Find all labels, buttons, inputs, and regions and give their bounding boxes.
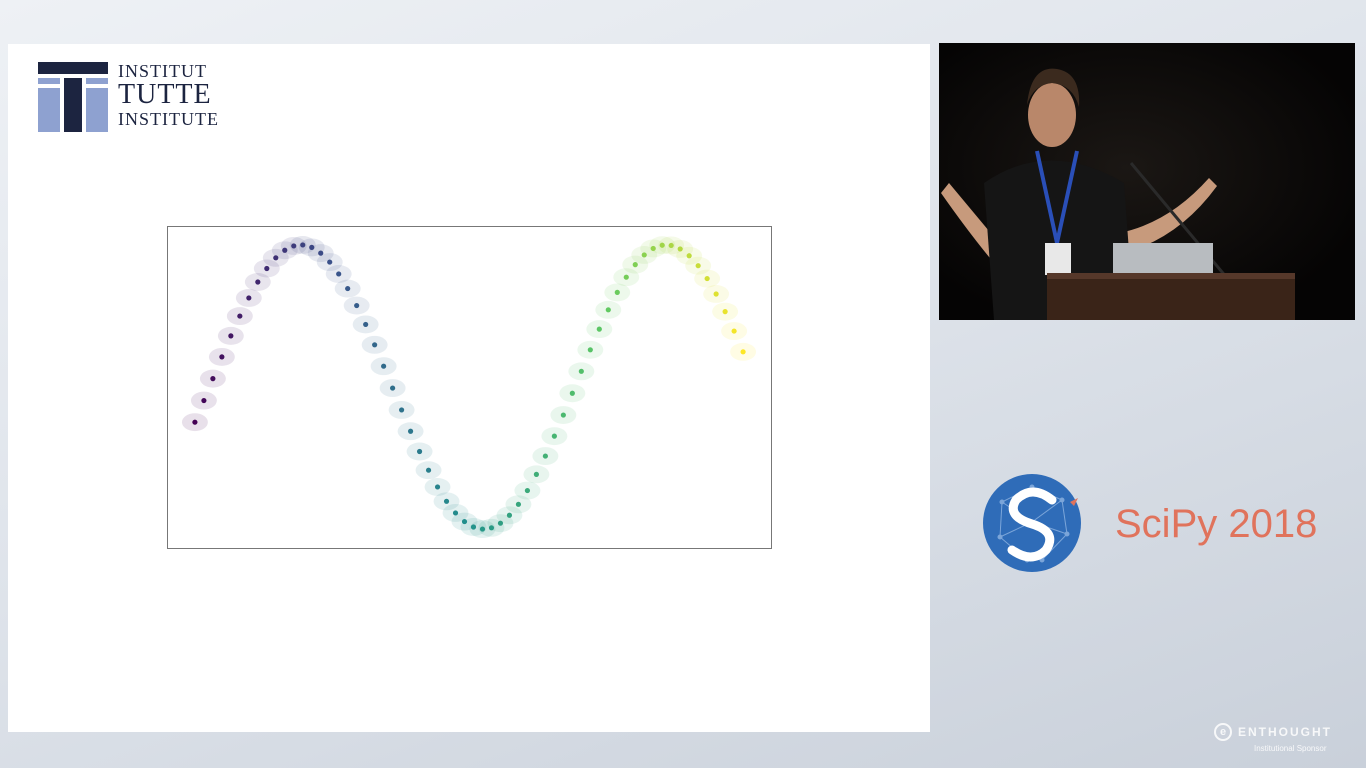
sponsor-name: ENTHOUGHT bbox=[1238, 725, 1332, 739]
scatter-point bbox=[713, 291, 719, 297]
scatter-point bbox=[587, 347, 593, 353]
sponsor-subtitle: Institutional Sponsor bbox=[1254, 744, 1327, 753]
scatter-point bbox=[623, 274, 629, 280]
scatter-point bbox=[731, 328, 737, 334]
scatter-point bbox=[542, 453, 548, 459]
scatter-point bbox=[695, 263, 701, 269]
scatter-point bbox=[219, 354, 225, 360]
scatter-point bbox=[515, 501, 522, 507]
scatter-point bbox=[228, 333, 234, 339]
scatter-point bbox=[237, 313, 243, 319]
tutte-logo-icon bbox=[38, 62, 108, 132]
scatter-point bbox=[551, 433, 557, 439]
scatter-point bbox=[318, 250, 324, 256]
scatter-point bbox=[740, 349, 746, 355]
logo-line-2: TUTTE bbox=[118, 79, 212, 110]
scatter-point bbox=[533, 471, 539, 477]
scatter-point bbox=[201, 397, 207, 404]
logo-line-3: INSTITUTE bbox=[118, 109, 219, 129]
scatter-point bbox=[560, 412, 566, 418]
presentation-slide: INSTITUT TUTTE INSTITUTE bbox=[8, 44, 930, 732]
speaker-video bbox=[939, 43, 1355, 320]
scatter-point bbox=[596, 326, 602, 332]
scatter-point bbox=[372, 342, 378, 348]
scatter-point bbox=[363, 321, 369, 328]
scatter-point bbox=[425, 467, 432, 473]
scatter-point bbox=[246, 295, 252, 301]
scatter-point bbox=[470, 524, 477, 530]
scatter-point bbox=[479, 526, 486, 532]
conference-name: SciPy 2018 bbox=[1115, 502, 1318, 546]
scatter-plot-canvas bbox=[181, 236, 757, 539]
scatter-point bbox=[210, 376, 216, 382]
scatter-point bbox=[704, 275, 710, 282]
scatter-point bbox=[722, 309, 728, 315]
scatter-point bbox=[443, 498, 450, 504]
sponsor-badge: e ENTHOUGHT Institutional Sponsor bbox=[1214, 722, 1354, 758]
speaker-camera-icon bbox=[939, 43, 1355, 320]
scatter-point bbox=[345, 285, 351, 292]
scatter-point bbox=[569, 390, 575, 396]
scatter-point bbox=[390, 385, 396, 391]
scatter-point bbox=[291, 243, 297, 249]
scipy-branding: SciPy 2018 bbox=[982, 472, 1342, 574]
scatter-point bbox=[192, 419, 198, 425]
scatter-point bbox=[255, 279, 261, 285]
scatter-point bbox=[668, 242, 674, 248]
scatter-point bbox=[416, 448, 423, 455]
scatter-point bbox=[264, 265, 270, 272]
scatter-point bbox=[506, 512, 513, 518]
scatter-point bbox=[641, 252, 647, 258]
scatter-plot bbox=[167, 226, 772, 549]
logo-line-1: INSTITUT bbox=[118, 61, 207, 81]
scatter-point bbox=[524, 487, 531, 494]
scatter-point bbox=[650, 245, 656, 252]
scatter-point bbox=[309, 244, 315, 250]
scatter-point bbox=[273, 255, 279, 261]
enthought-icon: e bbox=[1214, 723, 1232, 741]
scatter-point bbox=[659, 242, 665, 248]
scatter-point bbox=[354, 302, 360, 309]
scatter-point bbox=[407, 428, 414, 434]
logo-wordmark: INSTITUT TUTTE INSTITUTE bbox=[118, 62, 219, 128]
scatter-point bbox=[614, 289, 620, 295]
scatter-point bbox=[632, 262, 638, 268]
scatter-point bbox=[300, 242, 306, 248]
scatter-point bbox=[327, 259, 333, 265]
scatter-point bbox=[282, 247, 288, 253]
scatter-point bbox=[578, 368, 584, 374]
scatter-point bbox=[686, 253, 692, 259]
scatter-point bbox=[497, 520, 504, 526]
scatter-point bbox=[434, 484, 441, 490]
scatter-point bbox=[399, 407, 405, 413]
tutte-institute-logo: INSTITUT TUTTE INSTITUTE bbox=[38, 62, 218, 134]
scatter-point bbox=[381, 363, 387, 369]
scatter-point bbox=[452, 510, 459, 516]
scatter-point bbox=[677, 246, 683, 252]
scatter-point bbox=[605, 307, 611, 313]
scatter-point bbox=[336, 271, 342, 277]
scatter-point bbox=[488, 525, 495, 531]
scipy-logo-icon bbox=[983, 474, 1081, 572]
scatter-point bbox=[461, 518, 468, 525]
